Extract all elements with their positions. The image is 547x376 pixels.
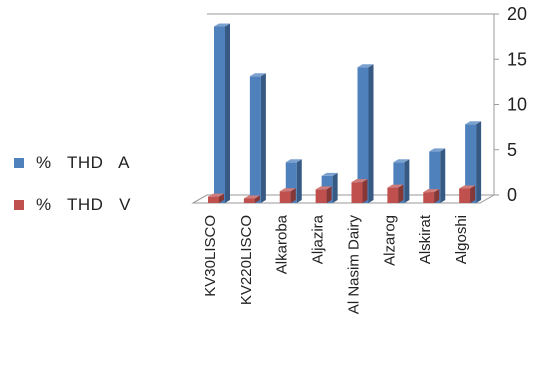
bar-thd-v-0	[208, 193, 224, 203]
bar-top	[429, 148, 446, 152]
category-label: Algoshi	[453, 215, 470, 264]
bar-side	[476, 121, 482, 203]
bar-side	[332, 172, 338, 203]
bar-thd-a-1	[249, 73, 266, 203]
bar-top	[423, 189, 440, 193]
bar-top	[465, 121, 482, 125]
bar-front	[357, 67, 369, 203]
bar-thd-a-2	[285, 159, 302, 203]
bar-top	[208, 193, 224, 197]
y-tick-label: 0	[507, 185, 517, 205]
bar-top	[351, 179, 368, 183]
bar-thd-v-6	[423, 189, 440, 203]
y-tick-label: 5	[507, 140, 517, 160]
bar-thd-a-5	[393, 159, 410, 203]
bar-top	[459, 185, 476, 189]
bar-top	[387, 184, 404, 188]
bar-front	[214, 26, 225, 204]
bar-front	[429, 151, 441, 203]
bar-top	[249, 73, 266, 77]
bar-side	[326, 186, 332, 203]
bar-thd-v-3	[315, 186, 332, 203]
bar-thd-v-7	[459, 185, 476, 203]
bar-side	[225, 23, 230, 204]
floor-edge	[192, 194, 208, 204]
category-label: KV220LISCO	[238, 215, 255, 305]
bar-top	[285, 159, 302, 163]
bar-top	[357, 64, 374, 68]
bar-front	[243, 198, 255, 203]
bar-front	[249, 76, 261, 203]
y-tick-label: 15	[507, 49, 527, 69]
bar-thd-v-2	[279, 188, 296, 203]
bar-side	[404, 159, 410, 203]
legend: % THD A % THD V	[14, 152, 131, 236]
bar-front	[387, 187, 399, 203]
y-tick-label: 20	[507, 4, 527, 24]
bar-top	[393, 159, 410, 163]
bar-top	[243, 195, 260, 199]
chart-frame	[191, 13, 496, 204]
bar-thd-a-7	[465, 121, 482, 203]
category-label: Alzarog	[381, 215, 398, 266]
legend-swatch-thd-a	[14, 158, 24, 168]
bar-top	[315, 186, 332, 190]
bar-side	[434, 189, 440, 203]
bar-side	[254, 195, 260, 203]
bar-front	[315, 189, 327, 203]
bars	[208, 23, 482, 204]
category-label: Alskirat	[417, 214, 434, 264]
category-labels: KV30LISCO KV220LISCO Alkaroba Aljazira Al Na…	[202, 214, 470, 314]
bar-top	[279, 188, 296, 192]
bar-side	[362, 179, 368, 203]
bar-thd-v-1	[243, 195, 260, 203]
bar-front	[208, 196, 219, 203]
bar-front	[279, 191, 291, 203]
bar-thd-v-4	[351, 179, 368, 203]
y-tick-label: 10	[507, 95, 527, 115]
bar-top	[321, 172, 338, 176]
bar-front	[351, 182, 363, 203]
bar-side	[368, 64, 374, 203]
legend-item-thd-v: % THD V	[14, 194, 131, 216]
legend-label-thd-a: % THD A	[36, 153, 130, 172]
bar-side	[290, 188, 296, 203]
bar-front	[459, 188, 471, 203]
bar-thd-a-6	[429, 148, 446, 203]
legend-label-thd-v: % THD V	[36, 195, 131, 214]
bar-side	[260, 73, 266, 203]
bar-thd-a-4	[357, 64, 374, 203]
bar-thd-v-5	[387, 184, 404, 203]
bar-side	[219, 193, 224, 203]
legend-item-thd-a: % THD A	[14, 152, 131, 174]
category-label: KV30LISCO	[202, 215, 219, 297]
bar-side	[440, 148, 446, 203]
bar-front	[465, 124, 477, 203]
category-label: Alkaroba	[274, 214, 291, 274]
legend-swatch-thd-v	[14, 200, 24, 210]
y-tick-labels: 0 5 10 15 20	[494, 4, 527, 205]
bar-side	[470, 185, 476, 203]
category-label: Aljazira	[310, 214, 327, 264]
floor	[191, 194, 496, 204]
bar-side	[296, 159, 302, 203]
bar-thd-a-0	[214, 23, 230, 204]
bar-top	[214, 23, 230, 27]
bar-front	[423, 192, 435, 203]
bar-front	[393, 162, 405, 203]
category-label: Al Nasim Dairy	[345, 215, 362, 315]
bar-side	[398, 184, 404, 203]
bar-front	[285, 162, 297, 203]
